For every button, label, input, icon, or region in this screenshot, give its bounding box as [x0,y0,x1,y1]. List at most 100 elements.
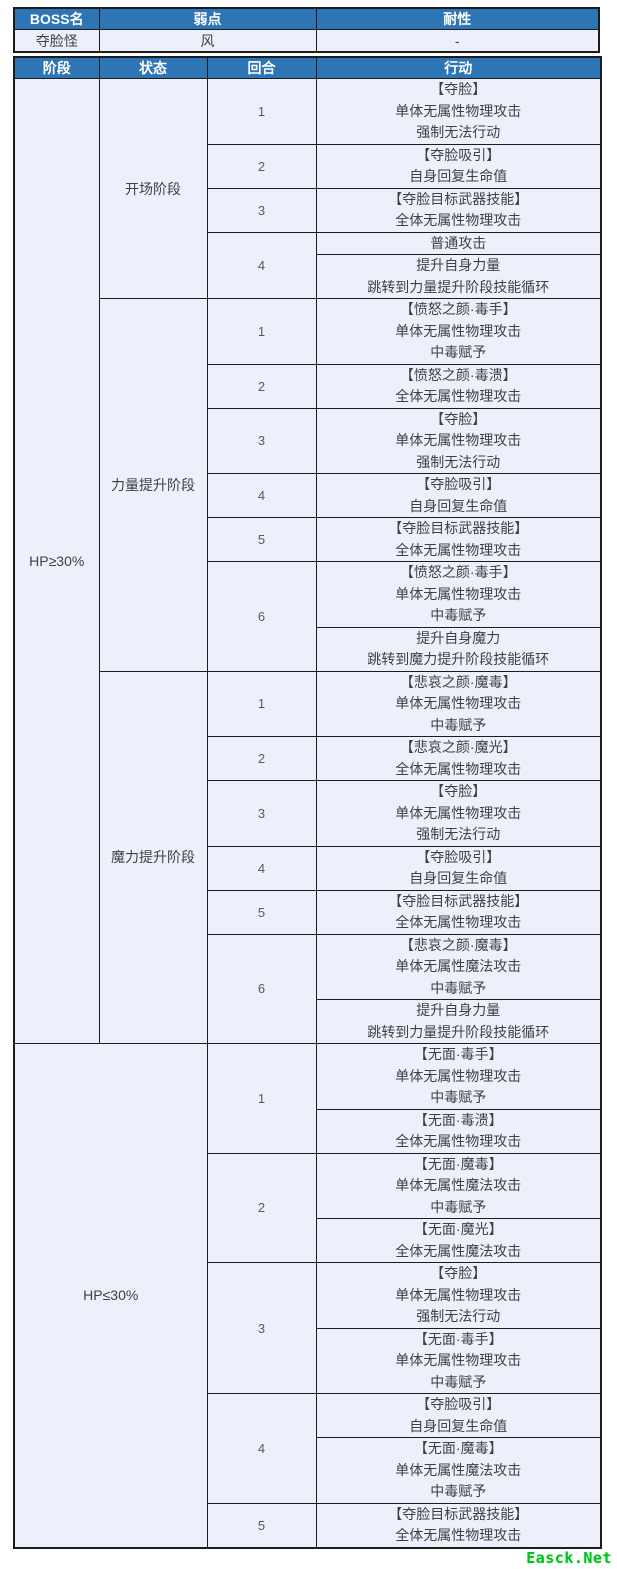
state-cell: 魔力提升阶段 [98,670,208,1044]
action-line: 【夺脸】 [430,1265,487,1281]
action-line: 全体无属性魔法攻击 [395,1242,522,1259]
action-cell: 【愤怒之颜·毒手】 单体无属性物理攻击 中毒赋予 [315,298,602,365]
action-line: 全体无属性物理攻击 [395,760,522,777]
round-cell: 6 [206,933,317,1044]
boss-guide-tables: BOSS名 弱点 耐性 夺脸怪 风 - 阶段 状态 回合 行动 HP≥30% 开场… [13,7,602,1549]
action-line: 单体无属性物理攻击 [395,322,522,339]
action-line: 单体无属性物理攻击 [395,695,522,711]
table-row: 力量提升阶段 1 【愤怒之颜·毒手】 单体无属性物理攻击 中毒赋予 [14,298,602,672]
action-line: 中毒赋予 [430,979,487,996]
action-cell: 【夺脸】单体无属性物理攻击 强制无法行动 [315,78,602,145]
round-cell: 5 [206,1502,317,1548]
action-cell: 【夺脸】 单体无属性物理攻击 强制无法行动 [315,780,602,847]
state-header: 状态 [98,56,208,79]
action-line: 强制无法行动 [416,124,501,140]
action-line: 强制无法行动 [416,453,501,470]
action-line: 【夺脸目标武器技能】 [388,190,529,207]
phase-table-body: HP≥30% 开场阶段 1 【夺脸】 单体无属性物理攻击 强制无法行动 2 【夺脸吸引】 自身回… [13,78,602,1548]
action-line: 【夺脸】 [430,783,487,799]
action-line: 单体无属性物理攻击 [395,432,522,448]
action-line: 全体无属性物理攻击 [395,541,522,558]
round-cell: 1 [206,670,317,737]
action-cell: 【无面·毒溃】 全体无属性物理攻击 [315,1108,602,1154]
action-line: 【愤怒之颜·毒溃】 [399,366,517,383]
action-cell: 【悲哀之颜·魔毒】 单体无属性魔法攻击 中毒赋予 [315,933,602,1000]
table-row: 6 【悲哀之颜·魔毒】 单体无属性魔法攻击 中毒赋予 [14,933,602,1044]
action-line: 【夺脸吸引】 [416,146,501,163]
action-line: 全体无属性物理攻击 [395,914,522,930]
boss-name-value: 夺脸怪 [13,29,100,53]
round-cell: 4 [206,845,317,891]
action-cell: 【无面·毒手】 单体无属性物理攻击 中毒赋予 [315,1043,602,1110]
table-row: 2 【无面·魔毒】 单体无属性魔法攻击 中毒赋予 [14,1152,602,1263]
action-cell: 【愤怒之颜·毒手】 单体无属性物理攻击 中毒赋予 [315,561,602,628]
action-cell: 【夺脸吸引】 自身回复生命值 [315,143,602,189]
action-line: 【夺脸吸引】 [416,1396,501,1412]
round-cell: 5 [206,517,317,562]
action-line: 中毒赋予 [430,1198,487,1215]
phase-cell: HP≥30% [13,78,100,1044]
action-line: 【无面·毒手】 [413,1046,503,1062]
action-cell: 普通攻击 [315,231,602,255]
action-line: 提升自身力量 [416,1002,501,1018]
weakness-value: 风 [98,29,317,53]
action-line: 单体无属性物理攻击 [395,1352,522,1368]
action-line: 【夺脸目标武器技能】 [388,520,529,536]
weakness-header: 弱点 [98,7,317,30]
table-row: 【无面·毒手】 单体无属性物理攻击 中毒赋予 [14,1327,602,1394]
action-line: 【夺脸】 [430,410,487,427]
action-cell: 【悲哀之颜·魔光】 全体无属性物理攻击 [315,736,602,781]
action-cell: 【夺脸目标武器技能】 全体无属性物理攻击 [315,517,602,562]
action-cell: 【无面·魔光】 全体无属性魔法攻击 [315,1218,602,1263]
round-cell: 1 [206,298,317,365]
action-cell: 【夺脸目标武器技能】 全体无属性物理攻击 [315,187,602,233]
round-cell: 2 [206,363,317,409]
action-line: 单体无属性物理攻击 [395,585,522,602]
action-line: 单体无属性魔法攻击 [395,1461,522,1478]
action-cell: 【夺脸目标武器技能】 全体无属性物理攻击 [315,1502,602,1548]
phase-action-table: 阶段 状态 回合 行动 HP≥30% 开场阶段 1 【夺脸】 单体无属性物理攻击 强制无法… [13,56,602,1549]
action-line: 【夺脸】 [430,81,487,97]
action-cell: 【无面·魔毒】单体无属性魔法攻击 中毒赋予 [315,1152,602,1219]
action-line: 【悲哀之颜·魔光】 [399,739,517,755]
round-cell: 4 [206,473,317,518]
action-cell: 【无面·毒手】 单体无属性物理攻击 中毒赋予 [315,1327,602,1394]
boss-info-header-row: BOSS名 弱点 耐性 [13,7,600,30]
round-cell: 4 [206,1393,317,1504]
table-row: 【无面·魔毒】 单体无属性魔法攻击 中毒赋予 [14,1437,602,1504]
action-cell: 【悲哀之颜·魔毒】 单体无属性物理攻击 中毒赋予 [315,670,602,737]
resistance-header: 耐性 [315,7,600,30]
action-line: 全体无属性物理攻击 [395,212,522,228]
table-row: 3 【夺脸】 单体无属性物理攻击 强制无法行动 [14,780,602,847]
table-row: 5 【夺脸目标武器技能】 全体无属性物理攻击 [14,517,602,562]
round-cell: 3 [206,407,317,474]
table-row: 魔力提升阶段 1 【悲哀之颜·魔毒】 单体无属性物理攻击 中毒赋予 [14,670,602,1044]
table-row: 提升自身魔力 跳转到魔力提升阶段技能循环 [14,626,602,672]
action-line: 单体无属性魔法攻击 [395,958,522,974]
action-line: 【夺脸目标武器技能】 [388,892,529,909]
action-line: 单体无属性物理攻击 [395,1067,522,1084]
action-line: 单体无属性魔法攻击 [395,1177,522,1193]
boss-name-header: BOSS名 [13,7,100,30]
action-line: 中毒赋予 [430,716,487,733]
action-cell: 【夺脸】单体无属性物理攻击 强制无法行动 [315,407,602,474]
action-line: 全体无属性物理攻击 [395,1133,522,1149]
boss-info-table: BOSS名 弱点 耐性 夺脸怪 风 - [13,7,600,53]
table-row: 提升自身力量 跳转到力量提升阶段技能循环 [14,999,602,1044]
action-line: 【夺脸吸引】 [416,848,501,865]
boss-info-value-row: 夺脸怪 风 - [13,29,600,53]
action-line: 单体无属性物理攻击 [395,804,522,821]
round-cell: 3 [206,780,317,847]
action-line: 强制无法行动 [416,1308,501,1324]
action-cell: 【无面·魔毒】 单体无属性魔法攻击 中毒赋予 [315,1437,602,1504]
action-line: 单体无属性物理攻击 [395,102,522,119]
action-line: 提升自身魔力 [416,629,501,646]
state-cell: 开场阶段 [98,78,208,299]
action-header: 行动 [315,56,602,79]
action-line: 中毒赋予 [430,344,487,360]
round-cell: 2 [206,736,317,781]
action-line: 自身回复生命值 [409,1417,508,1434]
action-line: 【愤怒之颜·毒手】 [399,301,517,317]
round-cell: 2 [206,1152,317,1263]
action-line: 【无面·魔毒】 [413,1155,503,1172]
